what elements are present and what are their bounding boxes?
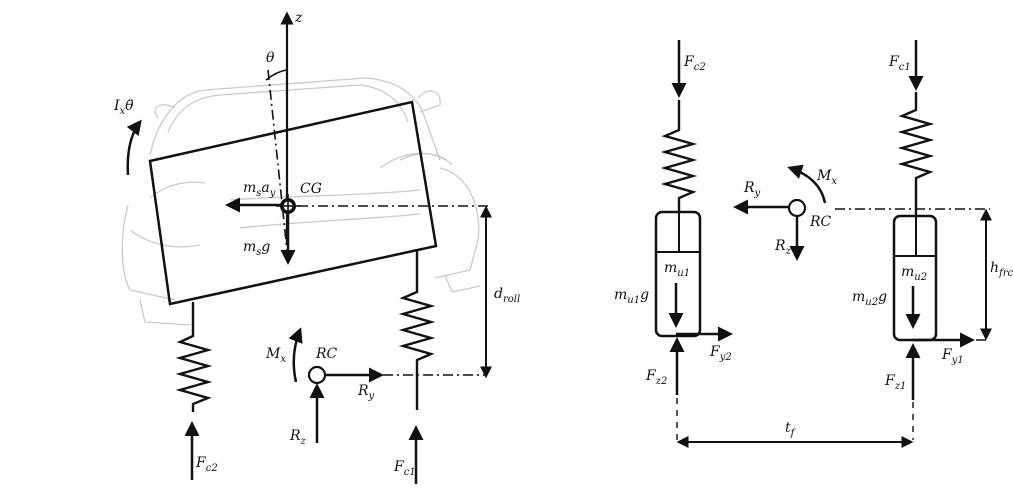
roll-inertia-arrow (126, 119, 142, 176)
ry-label-left: Ry (357, 383, 375, 402)
fy2-label: Fy2 (709, 344, 732, 363)
rz-label-left: Rz (289, 428, 307, 447)
rc-label-left: RC (315, 346, 338, 362)
roll-center-marker-right (787, 198, 807, 218)
fc2-label-left: Fc2 (195, 455, 218, 474)
fz1-label: Fz1 (884, 373, 906, 392)
mx-label-left: Mx (265, 346, 286, 365)
mx-arrow-right (787, 164, 827, 204)
mu2g-label: mu2g (852, 289, 887, 308)
cg-label: CG (300, 181, 322, 197)
theta-label: θ (266, 50, 275, 66)
fc2-label-right: Fc2 (683, 54, 706, 73)
mu1-label: mu1 (664, 260, 690, 279)
mx-arrow-left (288, 327, 303, 383)
rc-label-right: RC (809, 214, 832, 230)
fc1-label-left: Fc1 (393, 459, 416, 478)
fc1-label-right: Fc1 (888, 54, 911, 73)
mu2-label: mu2 (901, 264, 927, 283)
theta-arc (265, 69, 287, 81)
z-axis-label: z (294, 10, 303, 26)
spring-right-wheel (897, 92, 935, 216)
sprung-mass-body (148, 100, 438, 306)
left-spring-c2 (175, 302, 213, 412)
car-sketch (121, 77, 481, 326)
ms-ay-label: msay (243, 180, 276, 199)
mu1g-label: mu1g (614, 287, 649, 306)
right-spring-c1 (398, 250, 436, 376)
mx-label-right: Mx (816, 168, 837, 187)
body-vertical-axis (267, 69, 289, 261)
roll-center-marker (307, 365, 327, 385)
fy1-label: Fy1 (941, 347, 964, 366)
fz2-label: Fz2 (645, 368, 667, 387)
inertia-label: Ixθ̈ (113, 98, 134, 117)
left-figure: z θ Ixθ̈ CG msay msg droll (113, 10, 520, 484)
right-figure: Fc2 mu1 mu1g Fy2 Fz2 Fc1 (614, 40, 1013, 448)
ry-label-right: Ry (743, 180, 761, 199)
spring-left-wheel (660, 100, 698, 212)
d-roll-label: droll (494, 286, 520, 305)
ms-g-label: msg (243, 239, 270, 258)
rz-label-right: Rz (774, 238, 792, 257)
h-frc-label: hfrc (990, 260, 1013, 279)
track-width-label: tf (785, 420, 797, 439)
